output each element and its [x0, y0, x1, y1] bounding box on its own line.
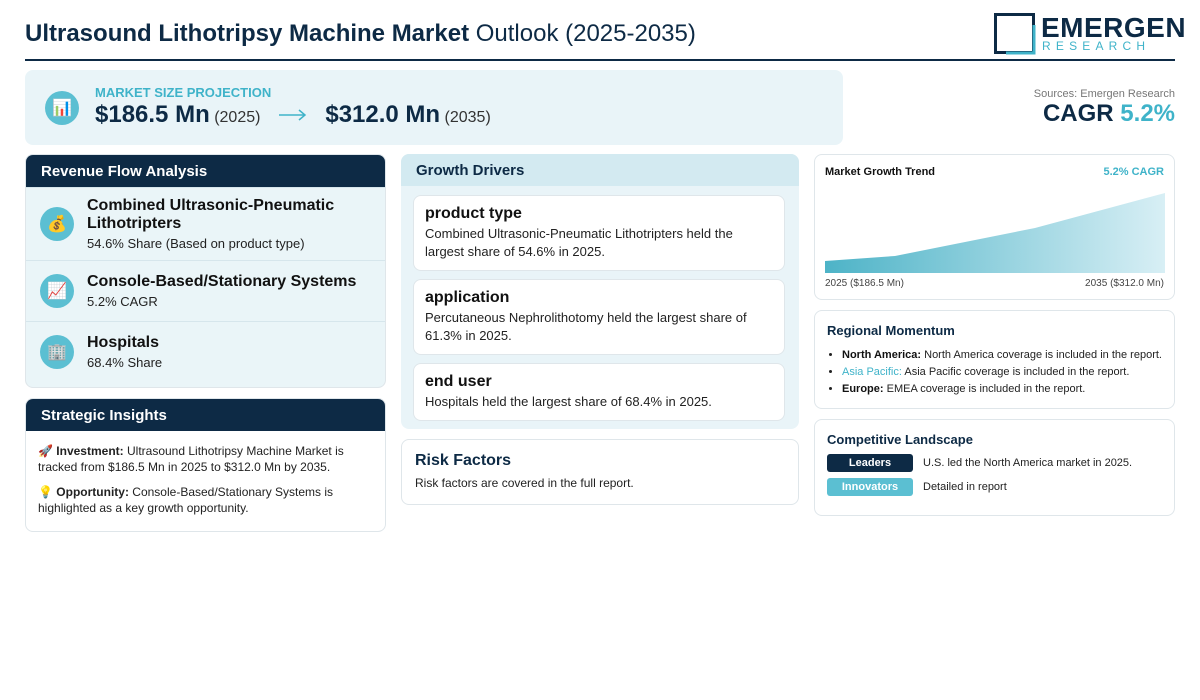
start-value: $186.5 Mn — [95, 101, 210, 128]
insights-list: 🚀 Investment: Ultrasound Lithotripsy Mac… — [26, 431, 385, 516]
trend-area — [825, 193, 1165, 273]
cagr: CAGR 5.2% — [1043, 100, 1175, 128]
item-title: Hospitals — [87, 333, 160, 351]
item-icon: 💰 — [40, 207, 74, 241]
item-icon: 🏢 — [40, 334, 74, 369]
insight-text: Console-Based/Stationary Systems is high… — [38, 485, 334, 515]
logo-name: EMERGEN — [1041, 12, 1187, 43]
title-bold: Ultrasound Lithotripsy Machine Market — [25, 20, 470, 47]
cagr-label: CAGR — [1042, 100, 1114, 127]
projection-values: $186.5 Mn (2025) $312.0 Mn (2035) — [95, 101, 491, 129]
insight-text: Ultrasound Lithotripsy Machine Market is… — [38, 444, 344, 474]
item-detail: 68.4% Share — [87, 354, 163, 370]
start-year: (2025) — [214, 109, 261, 126]
header-rule — [25, 59, 1175, 61]
trend-start-label: 2025 ($186.5 Mn) — [825, 278, 904, 289]
driver-text: Combined Ultrasonic-Pneumatic Lithotript… — [425, 226, 733, 259]
projection-icon: 📊 — [45, 91, 79, 125]
insight-label: Opportunity: — [56, 485, 129, 499]
projection-box: 📊 MARKET SIZE PROJECTION $186.5 Mn (2025… — [25, 70, 843, 145]
driver-text: Percutaneous Nephrolithotomy held the la… — [425, 310, 747, 343]
driver-card: end user Hospitals held the largest share… — [413, 363, 785, 421]
region-name: Europe: — [842, 383, 884, 395]
title-rest: Outlook (2025-2035) — [475, 20, 696, 47]
sources: Sources: Emergen Research — [1033, 88, 1175, 100]
revenue-item: 💰 Combined Ultrasonic-Pneumatic Lithotrip… — [26, 187, 385, 260]
trend-badge: 5.2% CAGR — [1103, 166, 1164, 178]
risk-title: Risk Factors — [415, 452, 512, 469]
item-body: Console-Based/Stationary Systems 5.2% CAG… — [87, 273, 356, 309]
panel-header: Strategic Insights — [26, 399, 385, 431]
market-trend-panel: Market Growth Trend 5.2% CAGR 2025 ($186… — [814, 154, 1175, 300]
item-detail: 54.6% Share (Based on product type) — [87, 236, 305, 251]
competitor-tag: Innovators — [827, 478, 913, 496]
driver-title: application — [425, 289, 510, 306]
end-value: $312.0 Mn — [325, 101, 441, 128]
item-title: Combined Ultrasonic-Pneumatic Lithotript… — [87, 197, 335, 232]
strategic-insights-panel: Strategic Insights 🚀 Investment: Ultraso… — [25, 398, 386, 532]
region-name: North America: — [842, 349, 922, 361]
driver-card: product type Combined Ultrasonic-Pneumati… — [413, 195, 785, 271]
panel-header: Growth Drivers — [401, 154, 799, 186]
panel-header: Revenue Flow Analysis — [26, 155, 385, 187]
insight-icon: 🚀 — [38, 444, 53, 458]
cagr-value: 5.2% — [1120, 100, 1175, 127]
risk-factors-panel: Risk Factors Risk factors are covered in… — [401, 439, 799, 505]
competitor-tag: Leaders — [827, 454, 913, 472]
projection-label: MARKET SIZE PROJECTION — [95, 85, 272, 100]
insight-icon: 💡 — [38, 485, 53, 499]
item-icon: 📈 — [40, 274, 74, 308]
driver-text: Hospitals held the largest share of 68.4… — [425, 394, 712, 409]
logo-subtitle: RESEARCH — [1042, 39, 1151, 53]
revenue-item: 📈 Console-Based/Stationary Systems 5.2% CA… — [26, 260, 385, 321]
logo-accent — [1006, 25, 1036, 55]
growth-drivers-panel: Growth Drivers product type Combined Ultr… — [401, 154, 799, 429]
item-title: Console-Based/Stationary Systems — [87, 273, 357, 290]
logo-square — [994, 13, 1035, 54]
insight: 🚀 Investment: Ultrasound Lithotripsy Mac… — [38, 443, 373, 475]
competitor-text: U.S. led the North America market in 202… — [923, 457, 1133, 469]
competitor-text: Detailed in report — [923, 481, 1007, 493]
region-text: Asia Pacific coverage is included in the… — [904, 366, 1130, 378]
competitive-list: Leaders U.S. led the North America market… — [827, 454, 1162, 496]
region-text: North America coverage is included in th… — [924, 349, 1162, 361]
region-item: Europe: EMEA coverage is included in the… — [842, 381, 1162, 398]
driver-title: product type — [425, 205, 522, 222]
revenue-item: 🏢 Hospitals 68.4% Share — [26, 321, 385, 381]
insight: 💡 Opportunity: Console-Based/Stationary … — [38, 484, 373, 516]
revenue-flow-list: 💰 Combined Ultrasonic-Pneumatic Lithotrip… — [26, 187, 385, 381]
regional-title: Regional Momentum — [827, 323, 955, 338]
revenue-flow-panel: Revenue Flow Analysis 💰 Combined Ultrason… — [25, 154, 386, 388]
driver-title: end user — [425, 373, 492, 390]
trend-title: Market Growth Trend — [825, 166, 936, 178]
driver-card: application Percutaneous Nephrolithotomy … — [413, 279, 785, 355]
region-name: Asia Pacific: — [842, 366, 902, 378]
item-body: Hospitals 68.4% Share — [87, 334, 162, 370]
competitor-row: Innovators Detailed in report — [827, 478, 1162, 496]
region-item: Asia Pacific: Asia Pacific coverage is i… — [842, 364, 1162, 381]
competitive-title: Competitive Landscape — [827, 432, 973, 447]
region-item: North America: North America coverage is… — [842, 347, 1162, 364]
item-body: Combined Ultrasonic-Pneumatic Lithotript… — [87, 197, 371, 251]
item-detail: 5.2% CAGR — [87, 294, 158, 309]
end-year: (2035) — [444, 109, 491, 126]
trend-shape — [825, 193, 1165, 273]
competitor-row: Leaders U.S. led the North America market… — [827, 454, 1162, 472]
page-title: Ultrasound Lithotripsy Machine Market Ou… — [25, 20, 696, 48]
insight-label: Investment: — [56, 444, 124, 458]
risk-text: Risk factors are covered in the full rep… — [415, 476, 634, 490]
regional-momentum-panel: Regional Momentum North America: North A… — [814, 310, 1175, 409]
trend-end-label: 2035 ($312.0 Mn) — [1085, 278, 1164, 289]
logo-mark — [994, 13, 1036, 55]
regional-list: North America: North America coverage is… — [827, 347, 1162, 398]
region-text: EMEA coverage is included in the report. — [886, 383, 1086, 395]
competitive-landscape-panel: Competitive Landscape Leaders U.S. led th… — [814, 419, 1175, 516]
projection-arrow — [278, 109, 307, 121]
